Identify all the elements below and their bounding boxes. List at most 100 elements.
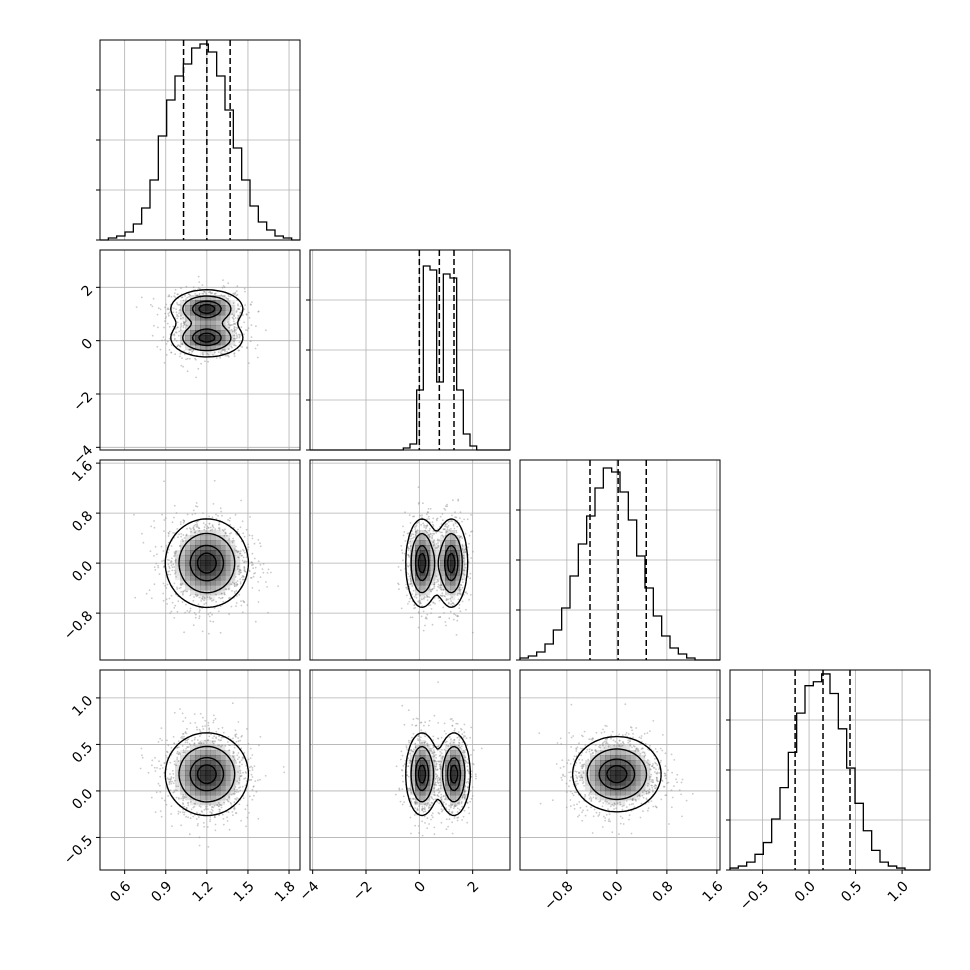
density-cell	[200, 555, 206, 561]
scatter-point	[239, 739, 242, 742]
scatter-point	[164, 762, 167, 765]
scatter-point	[424, 721, 427, 724]
scatter-point	[650, 800, 653, 802]
scatter-point	[180, 591, 183, 593]
scatter-point	[241, 575, 244, 577]
scatter-point	[223, 592, 226, 594]
density-cell	[190, 750, 196, 756]
scatter-point	[431, 752, 434, 754]
scatter-point	[178, 533, 180, 536]
x-tick-label: 0.6	[107, 878, 134, 905]
panel-frame	[309, 459, 511, 661]
scatter-point	[211, 528, 214, 531]
scatter-point	[246, 548, 249, 551]
scatter-point	[425, 527, 427, 530]
scatter-point	[404, 763, 406, 766]
scatter-point	[421, 834, 424, 837]
scatter-point	[421, 741, 424, 744]
scatter-point	[619, 822, 622, 825]
scatter-point	[434, 768, 437, 770]
scatter-point	[234, 583, 236, 585]
density-cell	[420, 560, 426, 566]
density-cell	[215, 575, 221, 581]
scatter-point	[461, 537, 464, 539]
density-cell	[430, 790, 436, 796]
scatter-point	[593, 808, 596, 811]
scatter-point	[432, 523, 434, 526]
scatter-point	[435, 547, 437, 549]
scatter-point	[240, 326, 243, 329]
scatter-point	[665, 794, 668, 796]
scatter-point	[461, 581, 464, 583]
scatter-point	[164, 312, 167, 315]
scatter-point	[426, 513, 428, 516]
scatter-point	[651, 778, 653, 781]
density-cell	[185, 310, 191, 316]
scatter-point	[184, 739, 187, 742]
scatter-point	[188, 295, 191, 298]
scatter-point	[198, 844, 201, 847]
scatter-point	[172, 736, 175, 738]
scatter-point	[183, 537, 186, 539]
scatter-point	[640, 740, 643, 743]
scatter-point	[435, 763, 438, 766]
scatter-point	[424, 740, 427, 743]
scatter-point	[226, 820, 229, 822]
contour-line	[196, 764, 217, 785]
scatter-point	[233, 330, 236, 333]
scatter-point	[185, 285, 188, 288]
scatter-point	[179, 308, 181, 311]
contour-line	[606, 765, 628, 784]
density-cell	[200, 585, 206, 591]
scatter-point	[409, 583, 411, 586]
density-cell	[595, 750, 601, 756]
scatter-point	[590, 799, 593, 801]
scatter-point	[257, 817, 260, 820]
scatter-point	[464, 735, 466, 738]
scatter-point	[471, 631, 474, 634]
scatter-point	[406, 774, 408, 776]
scatter-point	[458, 604, 461, 606]
scatter-point	[180, 322, 183, 325]
scatter-point	[188, 527, 191, 529]
scatter-point	[463, 735, 465, 737]
scatter-point	[454, 522, 457, 525]
scatter-point	[652, 790, 654, 793]
scatter-point	[409, 616, 412, 619]
scatter-point	[436, 775, 438, 778]
density-cell	[225, 320, 231, 326]
scatter-point	[639, 795, 642, 797]
scatter-point	[407, 789, 410, 792]
scatter-point	[194, 357, 196, 360]
density-cell	[210, 795, 216, 801]
scatter-point	[422, 810, 425, 813]
scatter-point	[570, 736, 573, 739]
scatter-point	[587, 758, 590, 761]
scatter-point	[464, 760, 467, 762]
density-cell	[460, 750, 466, 756]
scatter-point	[462, 560, 465, 563]
scatter-point	[604, 817, 606, 819]
scatter-point	[163, 480, 166, 483]
scatter-point	[632, 732, 634, 735]
scatter-point	[218, 523, 221, 525]
density-cell	[630, 795, 636, 801]
scatter-point	[408, 600, 411, 603]
scatter-point	[471, 795, 474, 797]
scatter-point	[173, 779, 176, 782]
scatter-point	[198, 530, 201, 532]
x-tick-label: −2	[350, 878, 376, 904]
scatter-point	[170, 351, 173, 354]
x-tick-label: 2	[465, 878, 483, 896]
scatter-point	[175, 785, 178, 788]
scatter-point	[215, 292, 217, 295]
scatter-point	[177, 334, 180, 337]
density-cell	[180, 300, 186, 306]
scatter-point	[647, 782, 649, 785]
scatter-point	[453, 806, 456, 808]
scatter-point	[423, 596, 426, 598]
scatter-point	[232, 750, 235, 753]
scatter-point	[592, 815, 595, 818]
scatter-point	[238, 803, 241, 806]
scatter-point	[642, 796, 645, 799]
